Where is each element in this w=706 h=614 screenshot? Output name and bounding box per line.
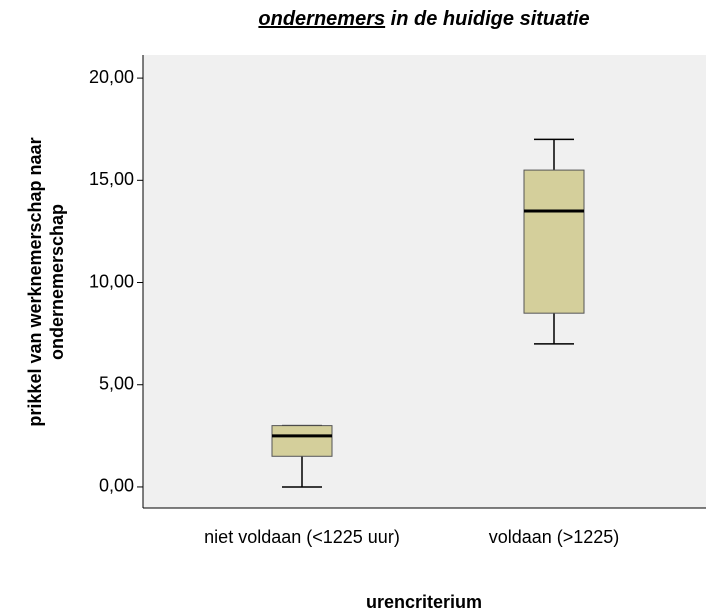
y-tick-label: 5,00 <box>99 373 134 393</box>
box <box>523 169 585 314</box>
y-tick-label: 20,00 <box>89 67 134 87</box>
y-tick-label: 0,00 <box>99 476 134 496</box>
y-tick-label: 15,00 <box>89 169 134 189</box>
title-underlined: ondernemers <box>258 8 385 30</box>
y-tick-label: 10,00 <box>89 271 134 291</box>
y-axis-label: ondernemerschap <box>47 204 67 360</box>
plot-area <box>143 55 706 508</box>
x-axis-label: urencriterium <box>366 592 482 612</box>
y-axis-label: prikkel van werknemerschap naar <box>25 137 45 426</box>
box <box>271 425 333 457</box>
chart-title: ondernemers in de huidige situatie <box>258 8 589 30</box>
title-rest: in de huidige situatie <box>385 8 589 30</box>
x-tick-label: niet voldaan (<1225 uur) <box>204 527 400 547</box>
x-tick-label: voldaan (>1225) <box>488 527 620 547</box>
